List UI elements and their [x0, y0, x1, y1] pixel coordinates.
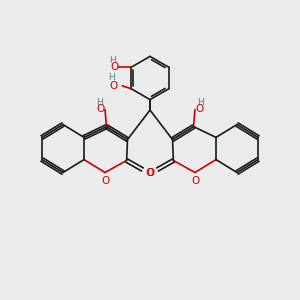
- Text: O: O: [110, 81, 118, 91]
- Text: O: O: [101, 176, 109, 186]
- Text: O: O: [146, 167, 154, 178]
- Text: O: O: [146, 167, 154, 178]
- Text: O: O: [195, 104, 203, 115]
- Text: H: H: [197, 98, 204, 107]
- Text: O: O: [191, 176, 199, 186]
- Text: O: O: [97, 104, 105, 115]
- Text: H: H: [96, 98, 103, 107]
- Text: H: H: [108, 73, 115, 82]
- Text: H: H: [110, 56, 116, 65]
- Text: O: O: [110, 62, 118, 72]
